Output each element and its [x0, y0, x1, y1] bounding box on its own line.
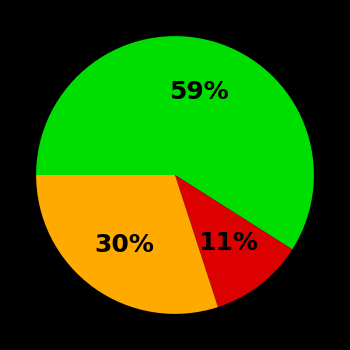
Text: 30%: 30%	[94, 233, 154, 257]
Text: 11%: 11%	[198, 231, 258, 255]
Wedge shape	[175, 175, 292, 307]
Wedge shape	[36, 175, 218, 314]
Text: 59%: 59%	[169, 80, 229, 104]
Wedge shape	[36, 36, 314, 250]
